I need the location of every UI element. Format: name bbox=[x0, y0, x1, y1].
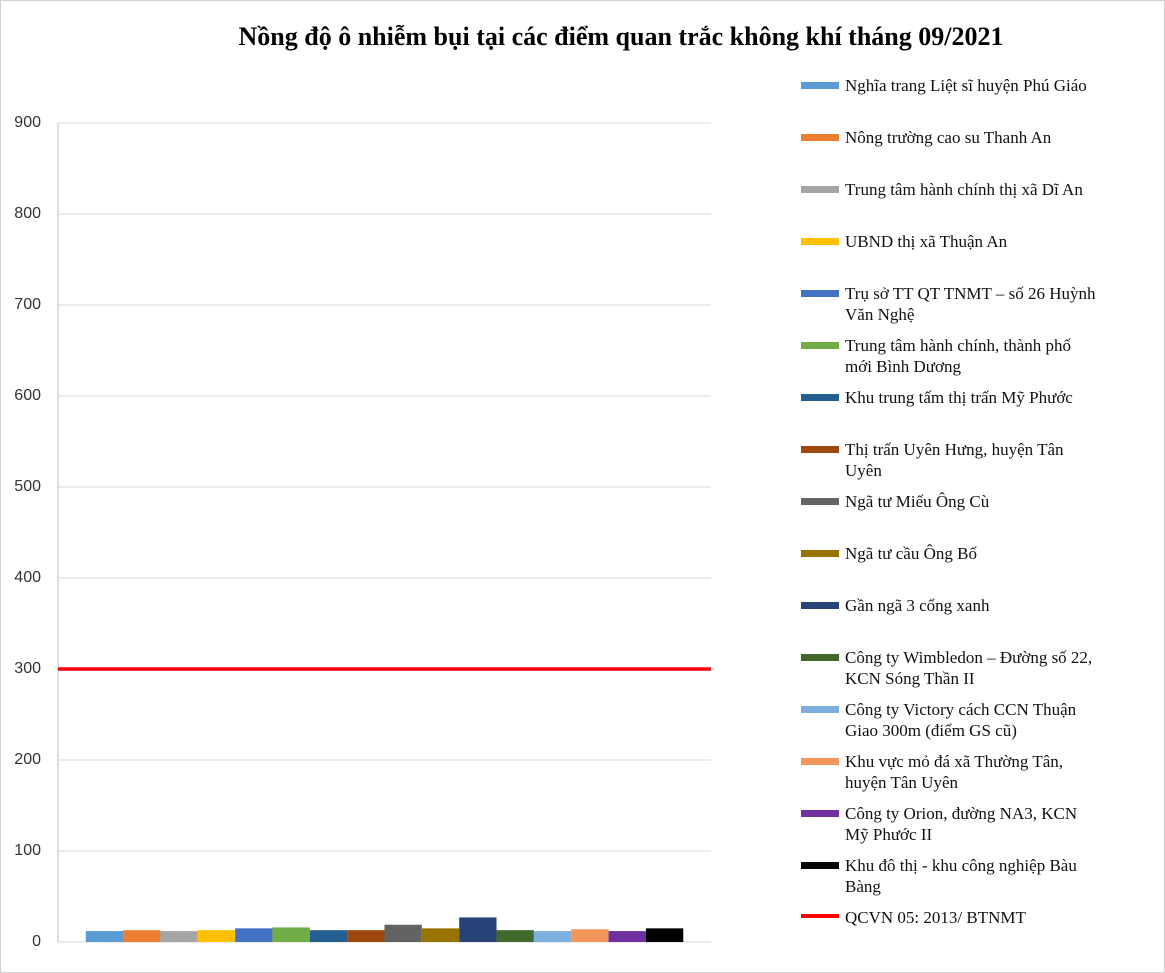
y-tick-label: 400 bbox=[14, 569, 41, 586]
bar bbox=[496, 930, 534, 942]
y-tick-label: 100 bbox=[14, 842, 41, 859]
bar bbox=[235, 928, 273, 942]
legend-item: Công ty Victory cách CCN Thuận Giao 300m… bbox=[801, 699, 1101, 741]
legend-swatch bbox=[801, 862, 839, 869]
legend-item: Ngã tư cầu Ông Bố bbox=[801, 543, 1101, 564]
legend-label: Công ty Orion, đường NA3, KCN Mỹ Phước I… bbox=[845, 804, 1078, 844]
y-tick-label: 900 bbox=[14, 114, 41, 131]
y-tick-label: 0 bbox=[32, 933, 41, 950]
bar bbox=[160, 931, 198, 942]
legend-item: Công ty Orion, đường NA3, KCN Mỹ Phước I… bbox=[801, 803, 1101, 845]
legend-item: QCVN 05: 2013/ BTNMT bbox=[801, 907, 1101, 928]
bar bbox=[571, 929, 609, 942]
legend-item: Khu trung tấm thị trấn Mỹ Phước bbox=[801, 387, 1101, 408]
legend-label: Nghĩa trang Liệt sĩ huyện Phú Giáo bbox=[845, 76, 1087, 95]
legend-swatch bbox=[801, 550, 839, 557]
y-tick-label: 300 bbox=[14, 660, 41, 677]
legend-swatch bbox=[801, 498, 839, 505]
bar bbox=[347, 930, 385, 942]
y-tick-label: 700 bbox=[14, 296, 41, 313]
legend-item: Ngã tư Miếu Ông Cù bbox=[801, 491, 1101, 512]
bar bbox=[123, 930, 161, 942]
bar bbox=[272, 927, 310, 942]
legend-swatch bbox=[801, 82, 839, 89]
bar bbox=[608, 931, 646, 942]
legend-swatch bbox=[801, 706, 839, 713]
legend-swatch bbox=[801, 186, 839, 193]
y-tick-label: 600 bbox=[14, 387, 41, 404]
legend-label: Ngã tư cầu Ông Bố bbox=[845, 544, 977, 563]
legend-swatch bbox=[801, 914, 839, 918]
legend-swatch bbox=[801, 602, 839, 609]
legend-item: Nghĩa trang Liệt sĩ huyện Phú Giáo bbox=[801, 75, 1101, 96]
legend-label: Trụ sở TT QT TNMT – số 26 Huỳnh Văn Nghệ bbox=[845, 284, 1096, 324]
y-tick-label: 200 bbox=[14, 751, 41, 768]
legend-item: Nông trường cao su Thanh An bbox=[801, 127, 1101, 148]
legend-swatch bbox=[801, 290, 839, 297]
bar bbox=[197, 930, 236, 942]
legend-item: Khu đô thị - khu công nghiệp Bàu Bàng bbox=[801, 855, 1101, 897]
bar bbox=[459, 917, 497, 942]
legend-item: Thị trấn Uyên Hưng, huyện Tân Uyên bbox=[801, 439, 1101, 481]
legend-label: Gần ngã 3 cổng xanh bbox=[845, 596, 990, 615]
chart-title: Nồng độ ô nhiễm bụi tại các điểm quan tr… bbox=[239, 22, 1004, 51]
bar bbox=[645, 928, 684, 942]
bar bbox=[384, 924, 422, 942]
legend-label: Khu vực mỏ đá xã Thường Tân, huyện Tân U… bbox=[845, 752, 1064, 792]
legend-item: Trung tâm hành chính thị xã Dĩ An bbox=[801, 179, 1101, 200]
legend-swatch bbox=[801, 238, 839, 245]
legend-item: Gần ngã 3 cổng xanh bbox=[801, 595, 1101, 616]
legend-item: Trung tâm hành chính, thành phố mới Bình… bbox=[801, 335, 1101, 377]
legend-swatch bbox=[801, 446, 839, 453]
legend-swatch bbox=[801, 810, 839, 817]
legend-swatch bbox=[801, 134, 839, 141]
legend-swatch bbox=[801, 342, 839, 349]
legend-item: Công ty Wimbledon – Đường số 22, KCN Són… bbox=[801, 647, 1101, 689]
y-tick-label: 500 bbox=[14, 478, 41, 495]
legend-label: UBND thị xã Thuận An bbox=[845, 232, 1008, 251]
bar bbox=[533, 931, 572, 942]
legend-swatch bbox=[801, 758, 839, 765]
legend-label: Trung tâm hành chính thị xã Dĩ An bbox=[845, 180, 1083, 199]
legend-item: UBND thị xã Thuận An bbox=[801, 231, 1101, 252]
legend-label: Khu trung tấm thị trấn Mỹ Phước bbox=[845, 388, 1073, 407]
legend-label: Thị trấn Uyên Hưng, huyện Tân Uyên bbox=[845, 440, 1064, 480]
y-tick-label: 800 bbox=[14, 205, 41, 222]
legend-swatch bbox=[801, 394, 839, 401]
legend-label: Nông trường cao su Thanh An bbox=[845, 128, 1052, 147]
legend-label: Trung tâm hành chính, thành phố mới Bình… bbox=[845, 336, 1072, 376]
legend-label: Công ty Victory cách CCN Thuận Giao 300m… bbox=[845, 700, 1077, 740]
legend-label: QCVN 05: 2013/ BTNMT bbox=[845, 908, 1026, 927]
bar bbox=[85, 931, 124, 942]
legend-label: Khu đô thị - khu công nghiệp Bàu Bàng bbox=[845, 856, 1077, 896]
legend-label: Công ty Wimbledon – Đường số 22, KCN Són… bbox=[845, 648, 1093, 688]
bar bbox=[421, 928, 460, 942]
legend-label: Ngã tư Miếu Ông Cù bbox=[845, 492, 990, 511]
bar bbox=[309, 930, 348, 942]
legend-item: Khu vực mỏ đá xã Thường Tân, huyện Tân U… bbox=[801, 751, 1101, 793]
legend-item: Trụ sở TT QT TNMT – số 26 Huỳnh Văn Nghệ bbox=[801, 283, 1101, 325]
legend-swatch bbox=[801, 654, 839, 661]
